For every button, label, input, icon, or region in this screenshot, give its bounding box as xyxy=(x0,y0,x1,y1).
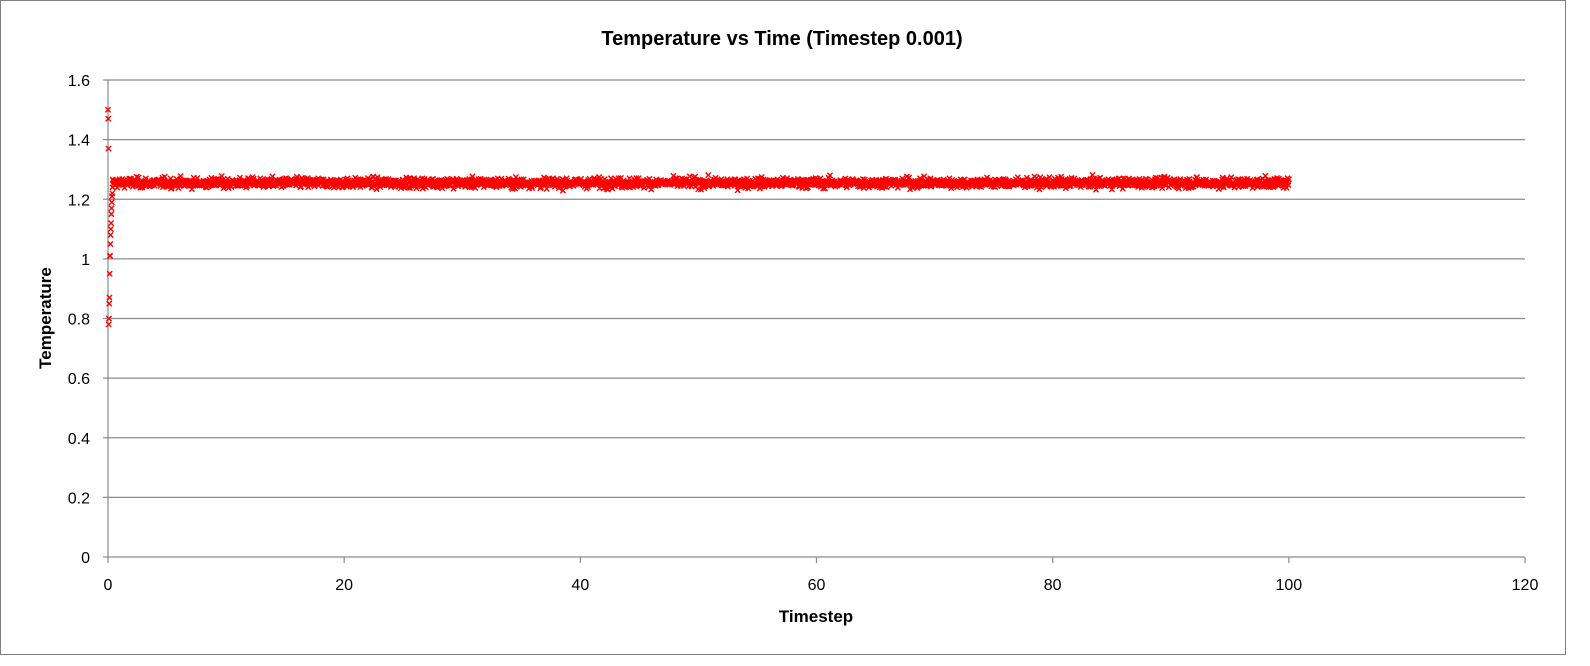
data-point xyxy=(105,315,113,322)
data-point xyxy=(108,205,115,212)
chart-title: Temperature vs Time (Timestep 0.001) xyxy=(601,28,962,50)
data-point xyxy=(804,184,811,191)
x-tick-label: 80 xyxy=(1044,577,1062,594)
x-tick-label: 100 xyxy=(1275,577,1302,594)
y-tick-label: 1.2 xyxy=(68,192,90,209)
data-point xyxy=(108,211,115,218)
data-point xyxy=(105,115,112,122)
data-point xyxy=(106,294,113,301)
data-point xyxy=(450,185,457,192)
data-point xyxy=(626,175,633,182)
data-point xyxy=(826,172,834,179)
data-point xyxy=(218,172,225,180)
data-point xyxy=(105,145,112,152)
y-tick-label: 0.8 xyxy=(68,312,90,329)
x-tick-label: 40 xyxy=(571,577,589,594)
y-axis-title: Temperature xyxy=(36,267,55,369)
data-point xyxy=(734,187,741,194)
x-tick-label: 0 xyxy=(104,577,113,594)
data-point xyxy=(405,184,412,191)
data-point xyxy=(108,199,115,206)
data-point xyxy=(109,190,116,197)
y-tick-label: 1 xyxy=(81,252,90,269)
y-tick-label: 0.2 xyxy=(68,490,90,507)
y-tick-label: 1.6 xyxy=(68,73,90,90)
data-point xyxy=(106,270,113,277)
data-point xyxy=(107,225,114,233)
data-point xyxy=(543,185,550,192)
tick-labels: 0 0.2 0.4 0.6 0.8 1 1.2 1.4 1.6 0 20 40 60 80 100 120 xyxy=(68,73,1539,594)
x-tick-label: 120 xyxy=(1512,577,1539,594)
data-point xyxy=(107,252,114,259)
data-point xyxy=(104,106,112,113)
data-point xyxy=(106,300,113,307)
data-point xyxy=(469,173,476,180)
y-tick-label: 1.4 xyxy=(68,133,90,150)
x-tick-label: 20 xyxy=(335,577,353,594)
x-tick-label: 60 xyxy=(808,577,826,594)
y-tick-label: 0.4 xyxy=(68,431,90,448)
data-point xyxy=(107,220,115,227)
data-point xyxy=(188,186,196,193)
data-point xyxy=(107,231,114,239)
axes-layer xyxy=(103,79,1526,563)
data-point xyxy=(208,174,215,181)
x-axis-title: Timestep xyxy=(779,607,853,626)
data-points xyxy=(104,106,1292,328)
data-point xyxy=(105,321,112,328)
data-point xyxy=(705,172,712,179)
data-point xyxy=(559,187,567,194)
chart-frame xyxy=(0,0,1566,655)
data-point xyxy=(686,173,693,180)
data-point xyxy=(107,240,114,248)
y-tick-label: 0 xyxy=(81,550,90,567)
grid-layer xyxy=(108,79,1525,498)
data-point xyxy=(859,176,867,183)
y-tick-label: 0.6 xyxy=(68,371,90,388)
